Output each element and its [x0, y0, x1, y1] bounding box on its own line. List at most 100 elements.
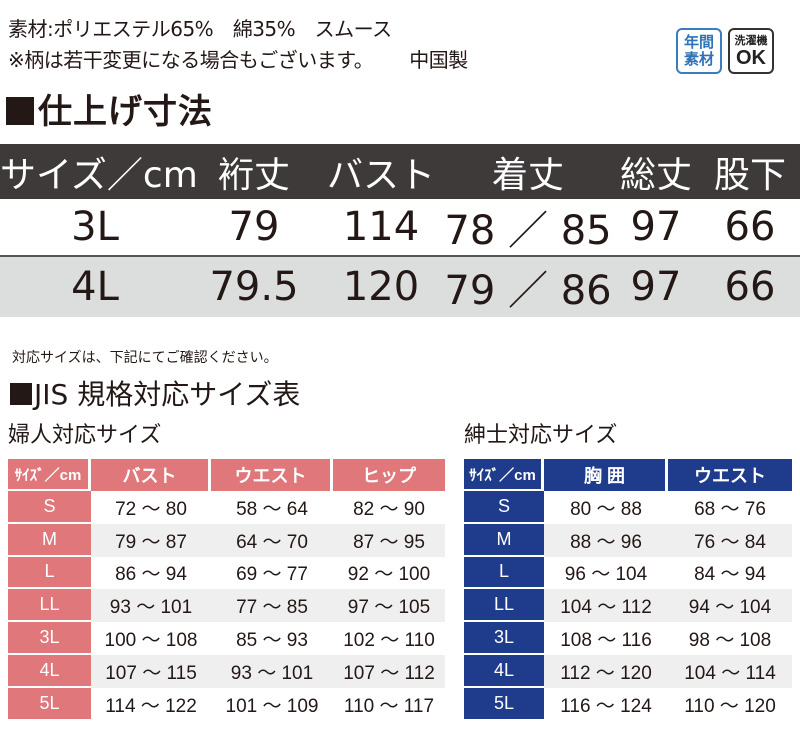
origin-label: 中国製 [409, 48, 468, 72]
table-cell: 101 〜 109 [211, 687, 333, 721]
table-cell: 94 〜 104 [668, 589, 792, 623]
table-cell: 69 〜 77 [211, 556, 333, 590]
table-cell: 97 [630, 264, 682, 310]
header-cell: 着丈 [491, 154, 564, 196]
table-cell: 64 〜 70 [211, 523, 333, 557]
material-line: 素材:ポリエステル65% 綿35% スムース [8, 17, 392, 41]
header-cell: サイズ／cm [0, 154, 198, 196]
table-row: L 86 〜 94 69 〜 77 92 〜 100 [8, 556, 445, 590]
header-cell: ウエスト [211, 459, 333, 491]
table-cell: 93 〜 101 [211, 654, 333, 688]
size-label: 5L [464, 687, 544, 721]
year-round-material-badge: 年間 素材 [676, 28, 722, 74]
header-cell: ｻｲｽﾞ／cm [8, 459, 91, 491]
table-cell: 77 〜 85 [211, 589, 333, 623]
table-cell: 107 〜 115 [91, 654, 211, 688]
table-cell: 84 〜 94 [668, 556, 792, 590]
table-row: 4L 79.5 120 79 ／ 86 97 66 [0, 257, 800, 317]
table-cell: 72 〜 80 [91, 491, 211, 524]
womens-size-title: 婦人対応サイズ [8, 423, 162, 448]
table-cell: 66 [724, 264, 776, 310]
table-row: 5L 114 〜 122 101 〜 109 110 〜 117 [8, 687, 445, 721]
size-label: M [8, 523, 91, 557]
jis-title-text: JIS 規格対応サイズ表 [34, 378, 301, 411]
table-cell: 76 〜 84 [668, 523, 792, 557]
table-cell: 86 〜 94 [91, 556, 211, 590]
table-cell: 114 [342, 204, 420, 250]
table-cell: 100 〜 108 [91, 622, 211, 655]
table-cell: 120 [342, 264, 420, 310]
header-cell: 股下 [713, 154, 786, 196]
finished-size-title-text: 仕上げ寸法 [38, 92, 213, 132]
table-cell: 104 〜 114 [668, 654, 792, 688]
table-cell: 112 〜 120 [544, 654, 668, 688]
badge-group: 年間 素材 洗濯機 OK [676, 28, 774, 74]
mens-size-title: 紳士対応サイズ [464, 423, 618, 448]
square-bullet-icon [10, 383, 32, 405]
table-row: S 72 〜 80 58 〜 64 82 〜 90 [8, 491, 445, 524]
table-cell: 87 〜 95 [333, 523, 445, 557]
size-label: LL [464, 589, 544, 623]
header-cell: 裄丈 [217, 154, 290, 196]
table-cell: 82 〜 90 [333, 491, 445, 524]
machine-washable-badge: 洗濯機 OK [728, 28, 774, 74]
table-cell: 116 〜 124 [544, 687, 668, 721]
header-cell: 胸 囲 [544, 459, 668, 491]
table-cell: 97 〜 105 [333, 589, 445, 623]
mens-header-row: ｻｲｽﾞ／cm 胸 囲 ウエスト [464, 459, 792, 491]
size-note: 対応サイズは、下記にてご確認ください。 [12, 350, 278, 366]
note-line-wrap: ※柄は若干変更になる場合もございます。 中国製 [8, 45, 468, 76]
womens-header-row: ｻｲｽﾞ／cm バスト ウエスト ヒップ [8, 459, 445, 491]
badge-wash-line2: OK [736, 46, 766, 69]
table-cell: 85 〜 93 [211, 622, 333, 655]
table-cell: 68 〜 76 [668, 491, 792, 524]
finished-size-header-row: サイズ／cm 裄丈 バスト 着丈 総丈 股下 [0, 144, 800, 199]
table-cell: 92 〜 100 [333, 556, 445, 590]
table-cell: 114 〜 122 [91, 687, 211, 721]
table-row: 4L 107 〜 115 93 〜 101 107 〜 112 [8, 654, 445, 688]
table-cell: 79.5 [209, 264, 299, 310]
table-cell: 98 〜 108 [668, 622, 792, 655]
table-cell: 79 ／ 86 [444, 268, 612, 314]
table-cell: 104 〜 112 [544, 589, 668, 623]
table-cell: 88 〜 96 [544, 523, 668, 557]
table-cell: 107 〜 112 [333, 654, 445, 688]
size-label: 5L [8, 687, 91, 721]
mens-size-table: ｻｲｽﾞ／cm 胸 囲 ウエスト S 80 〜 88 68 〜 76 M 88 … [464, 459, 792, 721]
finished-size-title: 仕上げ寸法 [6, 90, 213, 134]
size-label: M [464, 523, 544, 557]
table-cell: 80 〜 88 [544, 491, 668, 524]
size-label: 3L [464, 622, 544, 655]
header-cell: ウエスト [668, 459, 792, 491]
size-label: 4L [464, 654, 544, 688]
badge-year-line1: 年間 [683, 33, 714, 51]
table-cell: 110 〜 120 [668, 687, 792, 721]
size-label: S [8, 491, 91, 524]
pattern-note: ※柄は若干変更になる場合もございます。 [8, 48, 374, 72]
size-label: 4L [8, 654, 91, 688]
size-label: L [8, 556, 91, 590]
table-row: LL 93 〜 101 77 〜 85 97 〜 105 [8, 589, 445, 623]
table-row: 3L 108 〜 116 98 〜 108 [464, 622, 792, 655]
table-row: LL 104 〜 112 94 〜 104 [464, 589, 792, 623]
table-row: 5L 116 〜 124 110 〜 120 [464, 687, 792, 721]
table-row: 3L 100 〜 108 85 〜 93 102 〜 110 [8, 622, 445, 655]
table-cell: 96 〜 104 [544, 556, 668, 590]
table-cell: 78 ／ 85 [444, 208, 612, 254]
table-cell: 110 〜 117 [333, 687, 445, 721]
header-cell: バスト [326, 154, 435, 196]
table-cell: 102 〜 110 [333, 622, 445, 655]
table-cell: 108 〜 116 [544, 622, 668, 655]
table-cell: 3L [71, 204, 119, 250]
size-label: S [464, 491, 544, 524]
square-bullet-icon [6, 97, 34, 125]
table-row: M 79 〜 87 64 〜 70 87 〜 95 [8, 523, 445, 557]
size-label: 3L [8, 622, 91, 655]
table-cell: 93 〜 101 [91, 589, 211, 623]
header-cell: ヒップ [333, 459, 445, 491]
table-row: M 88 〜 96 76 〜 84 [464, 523, 792, 557]
table-row: L 96 〜 104 84 〜 94 [464, 556, 792, 590]
product-info: 素材:ポリエステル65% 綿35% スムース ※柄は若干変更になる場合もございま… [8, 14, 468, 76]
finished-size-table: サイズ／cm 裄丈 バスト 着丈 総丈 股下 3L 79 114 78 ／ 85… [0, 144, 800, 317]
header-cell: ｻｲｽﾞ／cm [464, 459, 544, 491]
